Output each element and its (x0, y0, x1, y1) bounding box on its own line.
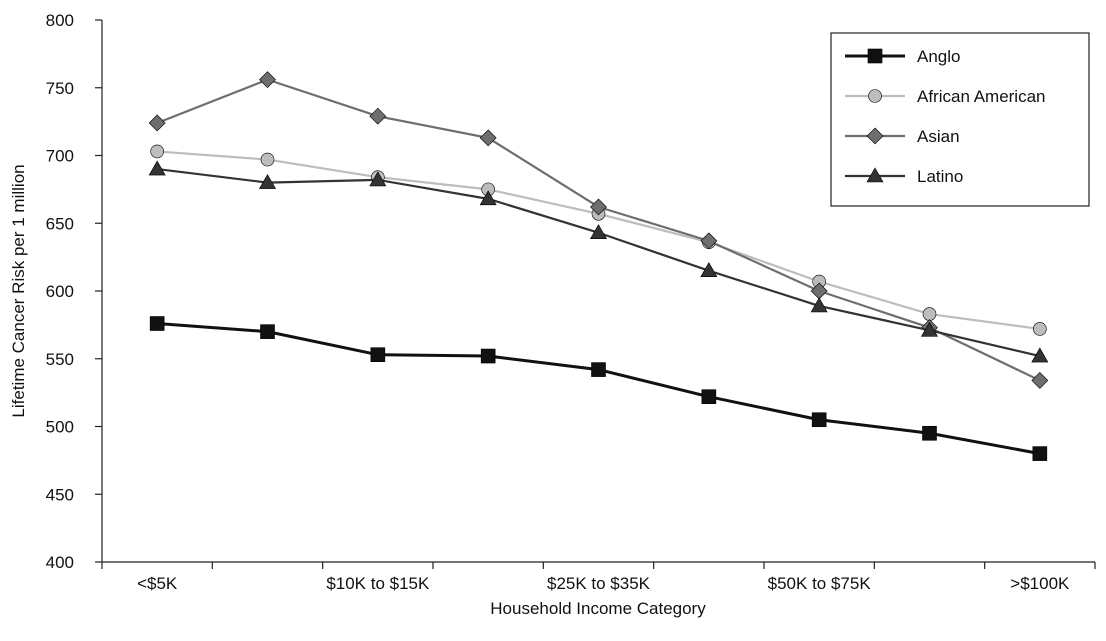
data-point-anglo (701, 389, 717, 404)
x-tick-label: $50K to $75K (768, 574, 872, 593)
data-point-latino (700, 262, 718, 277)
legend-item-african-american: African American (845, 87, 1046, 106)
series-latino (148, 160, 1049, 363)
y-tick-label: 400 (46, 553, 74, 572)
data-point-anglo (922, 425, 937, 441)
data-point-latino (258, 173, 277, 189)
y-tick-label: 500 (46, 418, 74, 437)
x-tick-label: >$100K (1010, 574, 1070, 593)
y-tick-label: 650 (46, 214, 74, 233)
data-point-anglo (260, 324, 275, 339)
series-layer (148, 71, 1049, 461)
data-point-asian (700, 232, 718, 250)
y-tick-label: 800 (46, 11, 74, 30)
legend-swatch-marker (868, 89, 882, 103)
legend-item-anglo: Anglo (845, 47, 960, 66)
data-point-anglo (591, 362, 606, 377)
data-point-latino (148, 160, 166, 176)
data-point-african-american (260, 152, 275, 167)
legend-items: Anglo African American Asian Latino (845, 47, 1046, 186)
x-tick-label: <$5K (137, 574, 178, 593)
data-point-asian (148, 114, 166, 132)
data-point-anglo (370, 347, 386, 362)
y-tick-label: 750 (46, 79, 74, 98)
data-point-anglo (149, 316, 165, 331)
y-tick-label: 700 (46, 147, 74, 166)
legend-item-latino: Latino (845, 167, 963, 186)
data-point-anglo (811, 412, 827, 428)
data-point-asian (479, 129, 497, 147)
data-point-african-american (1033, 322, 1047, 336)
legend: Anglo African American Asian Latino (830, 32, 1090, 207)
data-point-latino (479, 190, 497, 206)
y-tick-label: 450 (46, 485, 74, 504)
x-tick-label: $10K to $15K (326, 574, 430, 593)
data-point-asian (590, 198, 607, 216)
x-axis-title: Household Income Category (490, 599, 706, 618)
data-point-anglo (1032, 446, 1048, 461)
data-point-asian (259, 71, 276, 89)
y-tick-label: 550 (46, 350, 74, 369)
legend-swatch-marker (866, 127, 884, 145)
legend-label: Asian (917, 127, 960, 146)
data-point-latino (1031, 347, 1049, 363)
data-point-asian (810, 282, 828, 300)
y-tick-label: 600 (46, 282, 74, 301)
y-axis-title: Lifetime Cancer Risk per 1 million (9, 164, 28, 417)
data-point-african-american (150, 144, 164, 159)
series-anglo (149, 316, 1048, 461)
x-tick-label: $25K to $35K (547, 574, 651, 593)
data-point-latino (369, 171, 387, 187)
legend-label: African American (917, 87, 1046, 106)
data-point-asian (1031, 372, 1049, 389)
data-point-anglo (480, 348, 496, 364)
legend-item-asian: Asian (845, 127, 960, 146)
legend-label: Anglo (917, 47, 960, 66)
legend-swatch-marker (866, 167, 884, 183)
legend-label: Latino (917, 167, 963, 186)
data-point-african-american (922, 307, 937, 321)
x-ticks: <$5K $10K to $15K $25K to $35K $50K to $75K… (101, 562, 1096, 593)
data-point-latino (589, 224, 608, 240)
data-point-latino (920, 321, 939, 337)
data-point-asian (369, 107, 387, 125)
data-point-latino (810, 297, 828, 313)
legend-swatch-marker (867, 48, 883, 64)
y-ticks: 400 450 500 550 600 650 700 750 800 (46, 11, 102, 572)
series-line-anglo (157, 322, 1041, 456)
